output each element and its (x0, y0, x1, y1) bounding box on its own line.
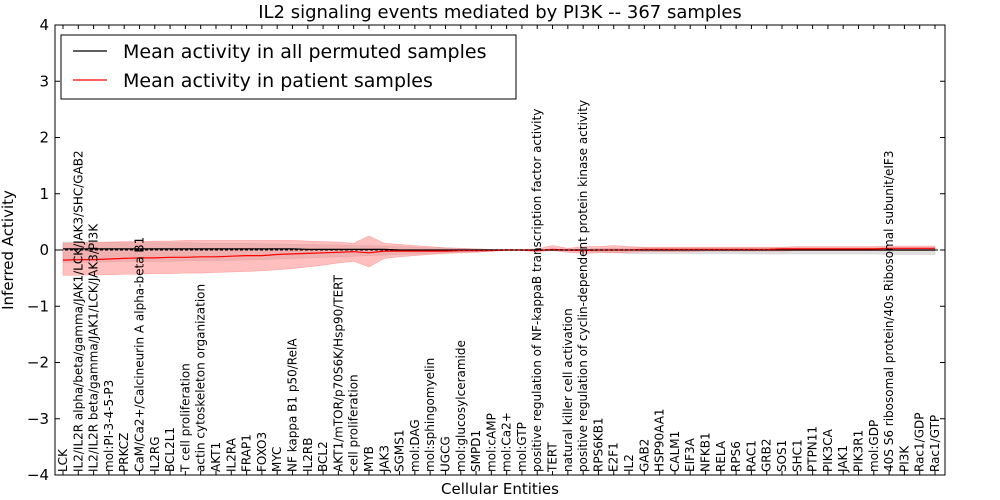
x-tick-label: mol:GTP (515, 422, 529, 472)
legend-box (60, 34, 517, 100)
x-tick-label: SMPD1 (469, 430, 483, 472)
x-tick-label: mol:glucosylceramide (454, 340, 468, 472)
x-axis-ticks: LCK IL2/IL2R alpha/beta/gamma/JAK1/LCK/JA… (56, 25, 942, 475)
x-tick-label: E2F1 (607, 442, 621, 472)
chart-title: IL2 signaling events mediated by PI3K --… (258, 2, 742, 23)
x-tick-label: LCK (56, 448, 70, 472)
x-tick-label: SGMS1 (393, 429, 407, 472)
x-tick-label: mol:DAG (408, 419, 422, 472)
confidence-bands (62, 235, 936, 276)
legend-label-permuted: Mean activity in all permuted samples (123, 41, 486, 63)
x-tick-label: T cell proliferation (178, 363, 192, 473)
legend-label-patient: Mean activity in patient samples (123, 70, 433, 92)
x-tick-label: FRAP1 (240, 434, 254, 472)
x-tick-label: RAC1 (744, 440, 758, 472)
x-tick-label: positive regulation of cyclin-dependent … (576, 100, 590, 472)
x-tick-label: NFKB1 (699, 432, 713, 472)
x-tick-label: natural killer cell activation (561, 308, 575, 472)
x-tick-label: HSP90AA1 (653, 408, 667, 472)
x-tick-label: UGCG (439, 436, 453, 472)
x-tick-label: RELA (714, 440, 728, 472)
x-tick-label: SOS1 (775, 440, 789, 472)
x-tick-label: mol:GDP (867, 420, 881, 472)
band-series-1 (62, 235, 936, 276)
x-tick-label: mol:PI-3-4-5-P3 (102, 380, 116, 472)
y-axis-label: Inferred Activity (0, 190, 17, 310)
x-tick-label: RPS6 (729, 441, 743, 472)
x-tick-label: IL2 (622, 454, 636, 472)
x-tick-label: MYB (362, 446, 376, 472)
y-tick-label: −4 (27, 466, 49, 484)
x-tick-label: PTPN11 (806, 426, 820, 472)
x-tick-label: EIF3A (683, 437, 697, 472)
x-tick-label: SHC1 (790, 439, 804, 472)
x-axis-label: Cellular Entities (441, 480, 559, 498)
x-tick-label: mol:Ca2+ (500, 412, 514, 472)
y-tick-label: −1 (27, 297, 49, 315)
x-tick-label: PRKCZ (117, 433, 131, 472)
y-axis-ticks: −4 −3 −2 −1 0 1 2 3 4 (27, 16, 945, 484)
x-tick-label: AKT1 (209, 442, 223, 472)
x-tick-label: Rac1/GTP (928, 415, 942, 472)
x-tick-label: CaM/Ca2+/Calcineurin A alpha-beta B1 (133, 237, 147, 472)
y-tick-label: 0 (39, 241, 49, 259)
x-tick-label: IL2/IL2R beta/gamma/JAK1/LCK/JAK3/PI3K (87, 223, 101, 472)
y-tick-label: −2 (27, 354, 49, 372)
x-tick-label: IL2/IL2R alpha/beta/gamma/JAK1/LCK/JAK3/… (71, 150, 85, 472)
x-tick-label: mol:sphingomyelin (423, 358, 437, 472)
y-tick-label: 1 (39, 185, 49, 203)
x-tick-label: CALM1 (668, 431, 682, 472)
y-tick-label: 3 (39, 72, 49, 90)
x-tick-label: Rac1/GDP (913, 413, 927, 472)
x-tick-label: AKT1/mTOR/p70S6K/Hsp90/TERT (331, 274, 345, 472)
x-tick-label: BCL2L1 (163, 427, 177, 472)
x-tick-label: IL2RB (301, 438, 315, 472)
legend: Mean activity in all permuted samples Me… (60, 34, 517, 100)
x-tick-label: PIK3CA (821, 428, 835, 472)
x-tick-label: cell proliferation (347, 374, 361, 472)
x-tick-label: FOXO3 (255, 432, 269, 472)
x-tick-label: PI3K (897, 445, 911, 472)
x-tick-label: JAK3 (377, 445, 391, 473)
x-tick-label: PIK3R1 (852, 430, 866, 472)
y-tick-label: −3 (27, 410, 49, 428)
x-tick-label: GRB2 (760, 438, 774, 472)
x-tick-label: RPS6KB1 (591, 417, 605, 472)
y-tick-label: 2 (39, 129, 49, 147)
x-tick-label: mol:cAMP (484, 413, 498, 472)
x-tick-label: IL2RA (224, 437, 238, 472)
x-tick-label: positive regulation of NF-kappaB transcr… (530, 109, 544, 472)
line-series-1 (62, 247, 935, 261)
x-tick-label: 40S S6 ribosomal protein/40s Ribosomal s… (882, 151, 896, 472)
x-tick-label: TERT (546, 442, 560, 473)
x-tick-label: MYC (270, 447, 284, 472)
x-tick-label: actin cytoskeleton organization (194, 284, 208, 472)
x-tick-label: IL2RG (148, 437, 162, 473)
series-lines (62, 247, 935, 261)
x-tick-label: BCL2 (316, 441, 330, 472)
y-tick-label: 4 (39, 16, 49, 34)
x-tick-label: JAK1 (836, 445, 850, 473)
x-tick-label: GAB2 (637, 439, 651, 472)
x-tick-label: NF kappa B1 p50/RelA (286, 338, 300, 472)
